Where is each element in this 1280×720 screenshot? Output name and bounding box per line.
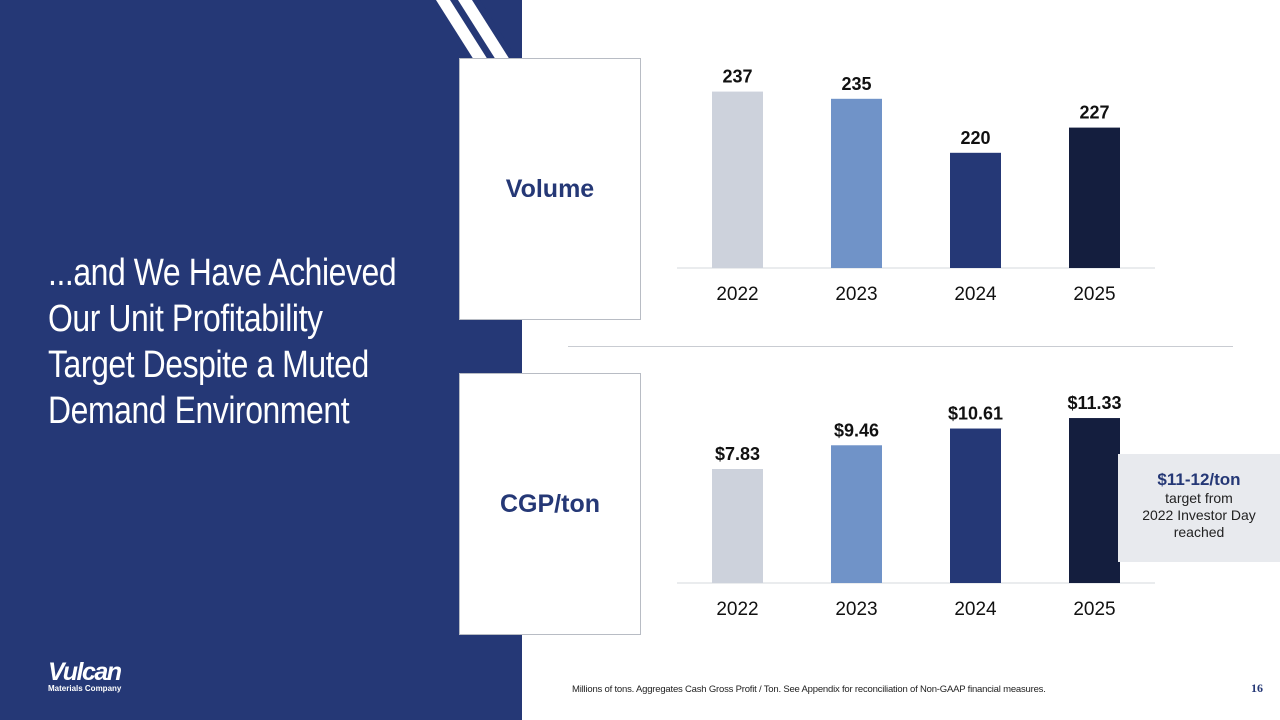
- cgp-tick-label-2024: 2024: [954, 599, 997, 620]
- cgp-data-label-2022: $7.83: [715, 444, 760, 464]
- title-panel: [0, 0, 522, 720]
- volume-data-label-2024: 220: [960, 128, 990, 148]
- cgp-tick-label-2025: 2025: [1073, 599, 1115, 620]
- cgp-tick-label-2023: 2023: [835, 599, 877, 620]
- volume-data-label-2025: 227: [1079, 103, 1109, 123]
- title-line: ...and We Have Achieved: [48, 252, 397, 294]
- page-number: 16: [1251, 681, 1263, 695]
- volume-tick-label-2024: 2024: [954, 284, 997, 305]
- cgp-data-label-2023: $9.46: [834, 420, 879, 440]
- decorative-stripes: [436, 0, 522, 60]
- volume-chart: 237 2022 235 2023 220 2024 227 2025: [677, 60, 1155, 320]
- volume-tick-label-2025: 2025: [1073, 284, 1115, 305]
- chart-divider: [568, 346, 1233, 347]
- cgp-bar-2022: [712, 469, 763, 583]
- volume-bar-2022: [712, 91, 763, 268]
- callout-line: target from: [1165, 490, 1233, 506]
- cgp-label-box: CGP/ton: [459, 373, 641, 635]
- volume-tick-label-2022: 2022: [716, 284, 758, 305]
- callout-headline: $11-12/ton: [1157, 470, 1241, 489]
- footnote: Millions of tons. Aggregates Cash Gross …: [572, 684, 1046, 695]
- cgp-bar-2023: [831, 445, 882, 583]
- target-callout: $11-12/ton target from 2022 Investor Day…: [1118, 454, 1280, 562]
- volume-label-box: Volume: [459, 58, 641, 320]
- vulcan-logo: Vulcan Materials Company: [48, 658, 122, 694]
- cgp-tick-label-2022: 2022: [716, 599, 758, 620]
- volume-label: Volume: [505, 174, 595, 203]
- volume-data-label-2022: 237: [722, 67, 752, 87]
- logo-subtitle: Materials Company: [48, 684, 122, 693]
- volume-bar-2024: [950, 152, 1001, 268]
- cgp-data-label-2024: $10.61: [948, 404, 1003, 424]
- title-line: Demand Environment: [48, 390, 350, 432]
- title-line: Target Despite a Muted: [48, 344, 369, 386]
- slide-title: ...and We Have Achieved Our Unit Profita…: [48, 250, 397, 434]
- cgp-chart: $7.83 2022 $9.46 2023 $10.61 2024 $11.33 2025: [677, 375, 1155, 635]
- logo-wordmark: Vulcan: [48, 658, 122, 686]
- title-line: Our Unit Profitability: [48, 298, 323, 340]
- cgp-chart-svg: $7.83 2022 $9.46 2023 $10.61 2024 $11.33 2025: [677, 393, 1155, 620]
- volume-chart-svg: 237 2022 235 2023 220 2024 227 2025: [677, 67, 1155, 305]
- cgp-bar-2024: [950, 428, 1001, 583]
- callout-line: 2022 Investor Day: [1142, 507, 1256, 523]
- cgp-bar-2025: [1069, 418, 1120, 583]
- volume-data-label-2023: 235: [841, 74, 871, 94]
- callout-line: reached: [1173, 524, 1225, 540]
- volume-bar-2025: [1069, 127, 1120, 268]
- cgp-data-label-2025: $11.33: [1067, 393, 1121, 413]
- cgp-label: CGP/ton: [500, 489, 600, 518]
- volume-bar-2023: [831, 98, 882, 268]
- volume-tick-label-2023: 2023: [835, 284, 877, 305]
